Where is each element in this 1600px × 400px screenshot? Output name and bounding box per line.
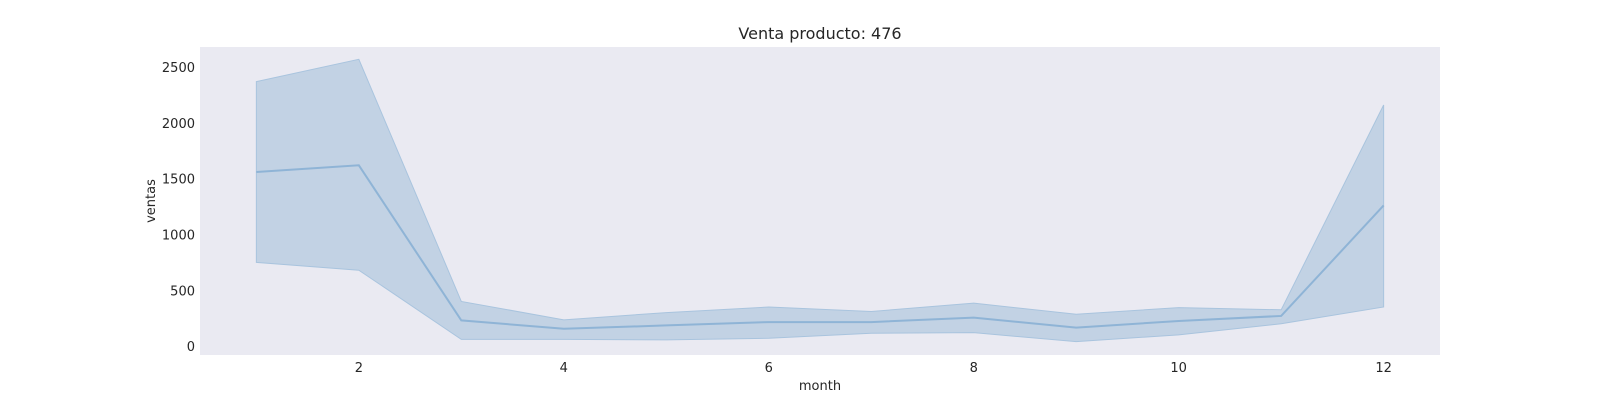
data-point (665, 324, 667, 326)
data-point (768, 321, 770, 323)
x-tick-label: 10 (1170, 361, 1187, 376)
data-point (1280, 315, 1282, 317)
y-axis-ticks: 0 500 1000 1500 2000 2500 (162, 61, 195, 355)
data-point (1383, 204, 1385, 206)
confidence-band (255, 58, 1385, 343)
x-tick-label: 4 (560, 361, 568, 376)
chart-title: Venta producto: 476 (738, 24, 901, 43)
y-tick-label: 500 (170, 284, 195, 299)
x-tick-label: 8 (970, 361, 978, 376)
x-tick-label: 2 (355, 361, 363, 376)
y-tick-label: 1000 (162, 228, 195, 243)
y-tick-label: 2000 (162, 117, 195, 132)
x-tick-label: 6 (765, 361, 773, 376)
y-tick-label: 0 (187, 340, 195, 355)
data-point (870, 321, 872, 323)
data-point (563, 328, 565, 330)
data-point (973, 317, 975, 319)
y-tick-label: 2500 (162, 61, 195, 76)
data-point (1075, 327, 1077, 329)
data-point (255, 171, 257, 173)
x-axis-label: month (799, 379, 841, 394)
data-point (460, 319, 462, 321)
y-axis-label: ventas (144, 179, 159, 223)
data-point (358, 164, 360, 166)
chart-marks (255, 58, 1385, 343)
series-line (256, 164, 1385, 330)
x-axis-ticks: 2 4 6 8 10 12 (355, 361, 1392, 376)
data-point (1178, 320, 1180, 322)
x-tick-label: 12 (1375, 361, 1392, 376)
y-tick-label: 1500 (162, 173, 195, 188)
